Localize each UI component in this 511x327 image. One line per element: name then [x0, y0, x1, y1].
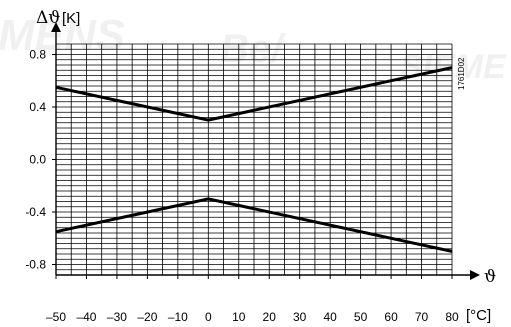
chart-series [55, 66, 453, 253]
x-tick-label: –50 [46, 310, 66, 324]
chart-grid [55, 43, 453, 276]
x-tick-labels: –50 –40 –30 –20 –10 0 10 20 30 40 50 60 70 80 [46, 275, 459, 324]
y-tick-label: -0.4 [25, 205, 46, 219]
watermark-left: MENS [0, 11, 125, 60]
y-tick-label: 0.8 [29, 48, 46, 62]
x-axis-arrow [470, 270, 480, 280]
x-tick-label: –10 [168, 310, 188, 324]
x-tick-label: 80 [445, 310, 459, 324]
upper-tolerance-line [55, 66, 453, 122]
y-axis-unit: [K] [62, 10, 80, 27]
watermark-right: SIEME [400, 48, 507, 86]
lower-tolerance-line [55, 197, 453, 253]
x-tick-label: 30 [293, 310, 307, 324]
y-axis-symbol: Δϑ [36, 8, 60, 28]
x-tick-label: 0 [205, 310, 212, 324]
y-tick-label: 0.4 [29, 100, 46, 114]
x-tick-label: 60 [384, 310, 398, 324]
y-tick-labels: 0.8 0.4 0.0 -0.4 -0.8 [25, 48, 56, 272]
y-tick-label: -0.8 [25, 258, 46, 272]
chart-axes [51, 22, 480, 280]
x-axis-symbol: ϑ [484, 267, 496, 287]
x-tick-label: 20 [263, 310, 277, 324]
x-tick-label: –20 [137, 310, 157, 324]
x-tick-label: 50 [354, 310, 368, 324]
x-tick-label: 40 [323, 310, 337, 324]
y-tick-label: 0.0 [29, 153, 46, 167]
x-tick-label: 10 [232, 310, 246, 324]
x-axis-unit: [°C] [466, 307, 491, 324]
y-axis-arrow [51, 22, 61, 32]
x-tick-label: 70 [415, 310, 429, 324]
x-tick-label: –40 [76, 310, 96, 324]
x-tick-label: –30 [107, 310, 127, 324]
figure-code: 1761D02 [457, 57, 466, 90]
